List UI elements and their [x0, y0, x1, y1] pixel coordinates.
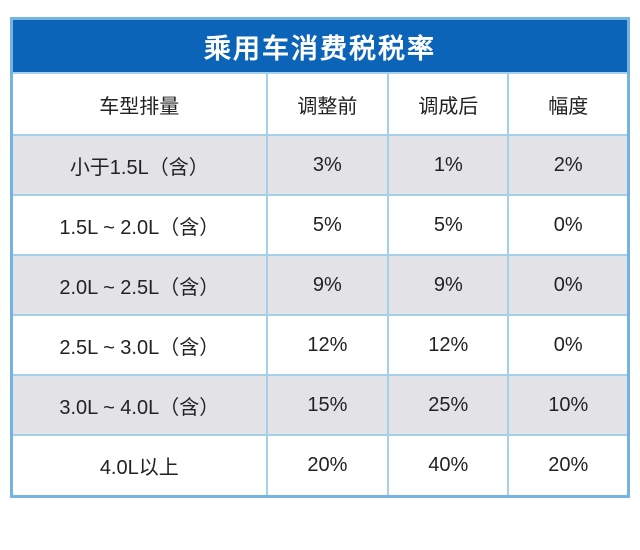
table-row: 1.5L ~ 2.0L（含） 5% 5% 0%: [13, 194, 627, 256]
delta-cell: 0%: [507, 194, 627, 256]
table-row: 小于1.5L（含） 3% 1% 2%: [13, 134, 627, 196]
row-label-cell: 1.5L ~ 2.0L（含）: [13, 194, 268, 256]
header-row: 车型排量 调整前 调成后 幅度: [13, 74, 627, 136]
before-cell: 15%: [265, 374, 390, 436]
header-cell-after: 调成后: [387, 74, 510, 136]
header-cell-displacement: 车型排量: [13, 74, 268, 136]
after-cell: 1%: [387, 134, 510, 196]
delta-cell: 2%: [507, 134, 627, 196]
row-label-cell: 小于1.5L（含）: [13, 134, 268, 196]
table-row: 2.0L ~ 2.5L（含） 9% 9% 0%: [13, 254, 627, 316]
before-cell: 3%: [265, 134, 390, 196]
before-cell: 5%: [265, 194, 390, 256]
delta-cell: 0%: [507, 314, 627, 376]
table-row: 3.0L ~ 4.0L（含） 15% 25% 10%: [13, 374, 627, 436]
table-title-bar: 乘用车消费税税率: [13, 20, 627, 74]
before-cell: 20%: [265, 434, 390, 495]
header-cell-before: 调整前: [265, 74, 390, 136]
after-cell: 25%: [387, 374, 510, 436]
delta-cell: 0%: [507, 254, 627, 316]
table-row: 2.5L ~ 3.0L（含） 12% 12% 0%: [13, 314, 627, 376]
header-cell-delta: 幅度: [507, 74, 627, 136]
tax-rate-table: 乘用车消费税税率 车型排量 调整前 调成后 幅度 小于1.5L（含） 3% 1%…: [10, 17, 630, 498]
after-cell: 40%: [387, 434, 510, 495]
after-cell: 9%: [387, 254, 510, 316]
row-label-cell: 3.0L ~ 4.0L（含）: [13, 374, 268, 436]
before-cell: 12%: [265, 314, 390, 376]
row-label-cell: 4.0L以上: [13, 434, 268, 495]
table-title: 乘用车消费税税率: [204, 33, 436, 64]
after-cell: 12%: [387, 314, 510, 376]
before-cell: 9%: [265, 254, 390, 316]
row-label-cell: 2.0L ~ 2.5L（含）: [13, 254, 268, 316]
table-row: 4.0L以上 20% 40% 20%: [13, 434, 627, 495]
row-label-cell: 2.5L ~ 3.0L（含）: [13, 314, 268, 376]
tax-rate-grid: 车型排量 调整前 调成后 幅度 小于1.5L（含） 3% 1% 2% 1.5L …: [13, 74, 627, 495]
delta-cell: 10%: [507, 374, 627, 436]
after-cell: 5%: [387, 194, 510, 256]
delta-cell: 20%: [507, 434, 627, 495]
